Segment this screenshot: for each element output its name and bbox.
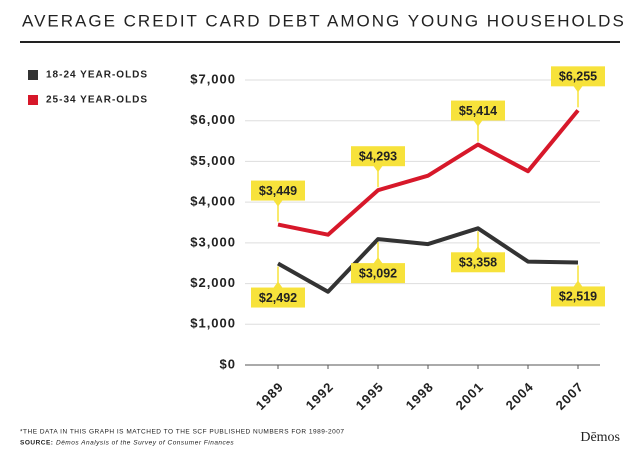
value-label: $6,255 bbox=[559, 70, 597, 84]
y-tick-label: $0 bbox=[220, 356, 236, 371]
source: Dēmos Analysis of the Survey of Consumer… bbox=[56, 440, 234, 447]
label-box bbox=[351, 263, 405, 284]
y-tick-label: $2,000 bbox=[190, 275, 236, 290]
label-pointer bbox=[373, 165, 383, 173]
label-pointer bbox=[473, 246, 483, 254]
label-pointer bbox=[473, 119, 483, 127]
y-tick-label: $5,000 bbox=[190, 153, 236, 168]
value-label: $5,414 bbox=[459, 104, 497, 118]
x-tick-label: 1992 bbox=[303, 379, 337, 413]
legend-label: 25-34 YEAR-OLDS bbox=[46, 95, 148, 106]
value-label: $3,358 bbox=[459, 256, 497, 270]
footnote: *THE DATA IN THIS GRAPH IS MATCHED TO TH… bbox=[20, 429, 344, 436]
source-label: SOURCE: bbox=[20, 440, 53, 447]
legend-swatch bbox=[28, 70, 38, 80]
label-pointer bbox=[573, 280, 583, 288]
x-tick-label: 2004 bbox=[503, 379, 537, 413]
y-tick-label: $4,000 bbox=[190, 194, 236, 209]
value-label: $3,092 bbox=[359, 266, 397, 280]
label-box bbox=[551, 66, 605, 87]
value-label: $4,293 bbox=[359, 150, 397, 164]
label-box bbox=[251, 180, 305, 201]
y-tick-label: $1,000 bbox=[190, 316, 236, 331]
x-tick-label: 1998 bbox=[403, 379, 437, 413]
label-box bbox=[451, 252, 505, 273]
label-pointer bbox=[573, 85, 583, 93]
y-tick-label: $3,000 bbox=[190, 234, 236, 249]
label-pointer bbox=[273, 199, 283, 207]
x-tick-label: 1995 bbox=[353, 379, 387, 413]
label-pointer bbox=[273, 281, 283, 289]
label-pointer bbox=[373, 257, 383, 265]
line bbox=[277, 226, 579, 294]
y-tick-label: $6,000 bbox=[190, 112, 236, 127]
chart-title: AVERAGE CREDIT CARD DEBT AMONG YOUNG HOU… bbox=[22, 11, 626, 30]
x-tick-label: 2001 bbox=[453, 379, 487, 413]
legend-label: 18-24 YEAR-OLDS bbox=[46, 70, 148, 81]
label-box bbox=[251, 287, 305, 308]
label-box bbox=[451, 100, 505, 121]
label-box bbox=[551, 286, 605, 307]
x-tick-label: 2007 bbox=[553, 379, 587, 413]
y-tick-label: $7,000 bbox=[190, 71, 236, 86]
x-tick-label: 1989 bbox=[253, 379, 287, 413]
line bbox=[277, 109, 580, 237]
value-label: $3,449 bbox=[259, 184, 297, 198]
value-label: $2,519 bbox=[559, 290, 597, 304]
legend-swatch bbox=[28, 95, 38, 105]
value-label: $2,492 bbox=[259, 291, 297, 305]
logo: Dēmos bbox=[580, 430, 620, 445]
label-box bbox=[351, 146, 405, 167]
